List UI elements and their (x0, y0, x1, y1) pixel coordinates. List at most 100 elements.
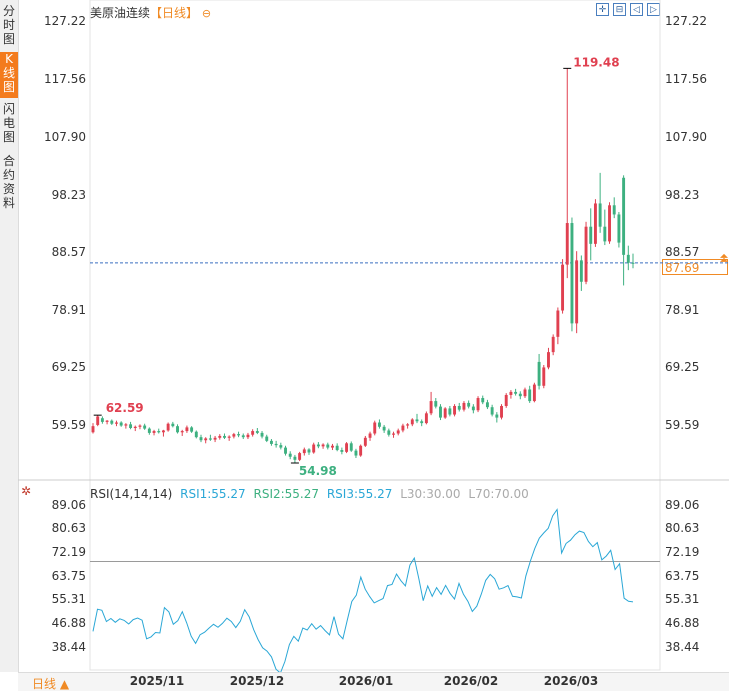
candle-body (406, 424, 410, 426)
candle (462, 401, 466, 412)
price-tick-left: 59.59 (51, 418, 86, 432)
candle (91, 423, 95, 434)
zoom-in-button[interactable]: ✛ (596, 3, 609, 16)
tab-kline[interactable]: K线图 (0, 52, 18, 98)
candle (471, 404, 475, 414)
minus-circle-icon[interactable]: ⊖ (201, 7, 212, 20)
high-label: 119.48 (573, 55, 619, 69)
candle (612, 197, 616, 219)
candle (119, 421, 123, 427)
candle-body (321, 444, 325, 447)
price-tick-right: 59.59 (665, 418, 700, 432)
rsi-tick-right: 55.31 (665, 592, 700, 606)
candle (316, 442, 320, 449)
candle (100, 416, 104, 424)
candle (284, 445, 287, 456)
candle (255, 428, 259, 435)
candle-body (265, 436, 269, 441)
candle-body (532, 384, 536, 402)
candle-body (626, 254, 630, 263)
price-tick-left: 107.90 (44, 130, 86, 144)
candle-body (575, 260, 579, 324)
candle (185, 425, 189, 433)
candle (509, 390, 513, 399)
candle-body (96, 416, 100, 425)
candle-body (467, 402, 471, 407)
candle-body (288, 453, 292, 457)
candle-body (147, 428, 151, 433)
candle (415, 413, 419, 424)
arrow-up-icon (720, 253, 728, 262)
candle-body (115, 422, 118, 424)
rsi-line (92, 508, 634, 674)
candle-body (631, 262, 635, 264)
candle-body (194, 431, 198, 438)
price-tick-right: 78.91 (665, 303, 700, 317)
rsi-tick-left: 55.31 (51, 592, 86, 606)
candle (331, 443, 334, 451)
candle (133, 425, 137, 432)
price-tick-right: 88.57 (665, 245, 700, 259)
candle-body (340, 450, 344, 452)
candle-body (368, 433, 372, 438)
candle (363, 435, 367, 447)
candle-body (542, 367, 546, 386)
candle-body (284, 447, 287, 454)
candle-body (190, 427, 194, 432)
l70-value: L70:70.00 (468, 487, 529, 501)
candle-body (392, 433, 395, 435)
candle (265, 434, 269, 443)
scroll-left-button[interactable]: ◁ (630, 3, 643, 16)
candle-body (218, 435, 222, 438)
candle-body (251, 431, 255, 435)
rsi-tick-left: 46.88 (51, 616, 86, 630)
period-selector[interactable]: 日线 ▲ (32, 677, 70, 691)
candle-body (561, 264, 565, 311)
candle-body (335, 445, 339, 451)
candle-body (622, 177, 626, 255)
candle-body (274, 443, 278, 446)
settings-gear-icon[interactable]: ✲ (21, 484, 32, 498)
candle-body (138, 425, 142, 427)
candle (631, 253, 635, 269)
tab-flash[interactable]: 闪电图 (2, 102, 15, 144)
candle (335, 443, 339, 452)
candle (345, 442, 349, 454)
candle (561, 259, 565, 314)
candle (124, 423, 128, 429)
candle (401, 423, 405, 433)
candle-body (500, 405, 503, 418)
candle (504, 393, 508, 408)
candle-body (293, 456, 297, 460)
candle (532, 382, 536, 403)
candle-body (603, 226, 607, 242)
candle (302, 447, 306, 456)
zoom-out-button[interactable]: ⊟ (613, 3, 626, 16)
candle (129, 421, 133, 430)
rsi-header: RSI(14,14,14) RSI1:55.27 RSI2:55.27 RSI3… (90, 487, 533, 501)
candle-body (227, 436, 231, 438)
candle (518, 391, 522, 400)
candle (143, 423, 147, 430)
candle-body (584, 226, 588, 282)
rsi-tick-right: 89.06 (665, 498, 700, 512)
candle (105, 420, 109, 425)
candle-body (269, 440, 273, 444)
candle-body (208, 438, 212, 440)
candle-body (232, 434, 236, 437)
tab-contract-info[interactable]: 合约资料 (2, 154, 15, 210)
x-tick: 2025/12 (229, 674, 285, 688)
candle-body (457, 405, 461, 410)
candle-body (415, 419, 419, 422)
candle-body (471, 406, 475, 411)
candle-body (593, 203, 597, 244)
candle (237, 431, 241, 438)
candle (208, 434, 212, 441)
candle (420, 419, 424, 427)
candle-body (612, 205, 616, 215)
candle-body (485, 402, 489, 408)
candle (589, 208, 593, 261)
tab-intraday[interactable]: 分时图 (2, 4, 15, 46)
candle (307, 448, 311, 455)
